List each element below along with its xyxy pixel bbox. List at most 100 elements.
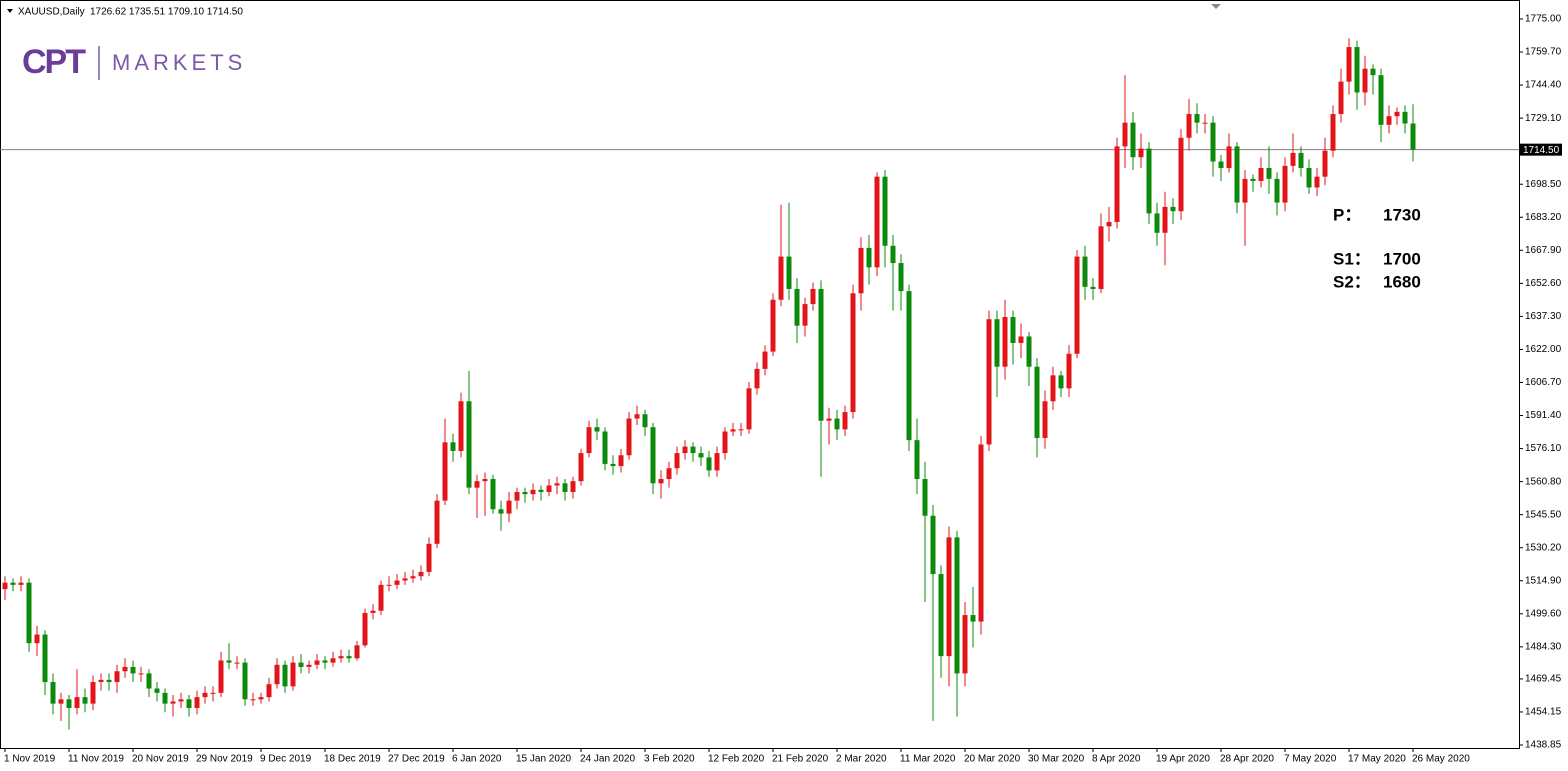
candle-body (314, 660, 320, 665)
candle-body (1186, 114, 1192, 138)
candle-body (754, 368, 760, 389)
candle-body (594, 427, 600, 432)
candle-body (138, 673, 144, 675)
candle-body (570, 481, 576, 492)
candle-body (858, 247, 864, 294)
x-tick-label: 15 Jan 2020 (516, 754, 571, 765)
candle-body (194, 697, 200, 708)
candle-body (1394, 111, 1400, 117)
candle-body (338, 656, 344, 659)
y-tick-label: 1530.20 (1525, 542, 1562, 553)
y-tick-label: 1454.15 (1525, 707, 1562, 718)
candle-body (706, 457, 712, 471)
x-tick-label: 9 Dec 2019 (260, 754, 312, 765)
candle-body (74, 697, 80, 708)
candle-body (850, 293, 856, 413)
candle-body (1354, 47, 1360, 93)
candle-body (26, 582, 32, 644)
candle-body (1170, 206, 1176, 212)
candle-body (1234, 146, 1240, 203)
candle-body (1202, 122, 1208, 124)
x-tick-label: 26 May 2020 (1412, 754, 1470, 765)
x-tick-label: 7 May 2020 (1284, 754, 1337, 765)
candle-body (490, 479, 496, 510)
candle-body (306, 664, 312, 667)
x-tick-label: 21 Feb 2020 (772, 754, 829, 765)
y-tick-label: 1438.85 (1525, 740, 1562, 751)
candle-body (538, 489, 544, 492)
candle-body (234, 662, 240, 664)
logo-name: MARKETS (112, 50, 246, 75)
candle-body (1018, 336, 1024, 343)
candle-body (34, 634, 40, 644)
candle-body (994, 319, 1000, 367)
menu-triangle (7, 9, 13, 13)
y-tick-label: 1622.00 (1525, 344, 1562, 355)
candle-body (1002, 317, 1008, 367)
y-tick-label: 1469.45 (1525, 674, 1562, 685)
candle-body (778, 256, 784, 300)
candle-body (1370, 68, 1376, 76)
annotation-value: 1680 (1383, 272, 1421, 291)
candle-body (1042, 401, 1048, 438)
candle-body (610, 463, 616, 467)
y-tick-label: 1484.30 (1525, 641, 1562, 652)
candle-body (842, 412, 848, 430)
candle-body (1362, 68, 1368, 93)
candle-body (962, 615, 968, 674)
candle-body (402, 578, 408, 581)
candle-body (98, 679, 104, 683)
candle-body (202, 692, 208, 698)
candle-body (658, 479, 664, 484)
candle-body (1314, 176, 1320, 188)
candle-body (1410, 123, 1416, 150)
candle-body (442, 442, 448, 501)
x-tick-label: 29 Nov 2019 (196, 754, 253, 765)
candle-body (1082, 256, 1088, 287)
candle-body (418, 571, 424, 577)
candle-body (1162, 206, 1168, 233)
candle-body (1154, 213, 1160, 233)
candle-body (410, 576, 416, 579)
candle-body (90, 682, 96, 704)
candle-body (458, 401, 464, 451)
candle-body (42, 634, 48, 683)
candle-body (714, 453, 720, 471)
candle-body (746, 388, 752, 430)
candle-body (866, 247, 872, 268)
candle-body (650, 427, 656, 484)
candle-body (250, 699, 256, 701)
x-tick-label: 28 Apr 2020 (1220, 754, 1274, 765)
x-tick-label: 20 Nov 2019 (132, 754, 189, 765)
candle-body (802, 304, 808, 326)
candle-body (626, 418, 632, 456)
symbol: XAUUSD,Daily (18, 7, 85, 18)
x-tick-label: 17 May 2020 (1348, 754, 1406, 765)
candle-body (730, 429, 736, 432)
candle-body (1338, 81, 1344, 115)
candle-body (1050, 375, 1056, 402)
candle-body (1178, 137, 1184, 212)
candle-body (274, 664, 280, 685)
candle-body (146, 673, 152, 689)
candle-body (370, 610, 376, 613)
candle-body (1322, 150, 1328, 177)
x-tick-label: 8 Apr 2020 (1092, 754, 1141, 765)
candle-body (498, 509, 504, 514)
candle-body (826, 418, 832, 421)
candle-body (986, 319, 992, 445)
annotation-label: P： (1333, 205, 1361, 224)
candle-body (1090, 286, 1096, 289)
candle-body (1106, 222, 1112, 227)
candle-body (602, 431, 608, 464)
candle-body (762, 351, 768, 369)
candle-body (66, 699, 72, 708)
y-tick-label: 1683.20 (1525, 212, 1562, 223)
candle-body (1250, 178, 1256, 181)
annotation-label: S2： (1333, 272, 1371, 291)
x-tick-label: 3 Feb 2020 (644, 754, 695, 765)
candle-body (562, 483, 568, 492)
candle-body (1378, 75, 1384, 125)
candle-body (1282, 165, 1288, 203)
x-tick-label: 24 Jan 2020 (580, 754, 635, 765)
